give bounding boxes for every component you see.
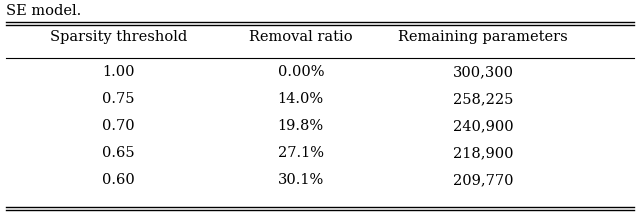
Text: 19.8%: 19.8% <box>278 119 324 133</box>
Text: 27.1%: 27.1% <box>278 146 324 160</box>
Text: Remaining parameters: Remaining parameters <box>398 30 568 44</box>
Text: Removal ratio: Removal ratio <box>249 30 353 44</box>
Text: SE model.: SE model. <box>6 4 82 18</box>
Text: 240,900: 240,900 <box>453 119 513 133</box>
Text: 0.00%: 0.00% <box>278 65 324 79</box>
Text: 209,770: 209,770 <box>453 173 513 187</box>
Text: Sparsity threshold: Sparsity threshold <box>50 30 187 44</box>
Text: 0.65: 0.65 <box>102 146 134 160</box>
Text: 0.75: 0.75 <box>102 92 134 106</box>
Text: 300,300: 300,300 <box>452 65 514 79</box>
Text: 0.60: 0.60 <box>102 173 135 187</box>
Text: 30.1%: 30.1% <box>278 173 324 187</box>
Text: 14.0%: 14.0% <box>278 92 324 106</box>
Text: 1.00: 1.00 <box>102 65 134 79</box>
Text: 258,225: 258,225 <box>453 92 513 106</box>
Text: 0.70: 0.70 <box>102 119 134 133</box>
Text: 218,900: 218,900 <box>453 146 513 160</box>
